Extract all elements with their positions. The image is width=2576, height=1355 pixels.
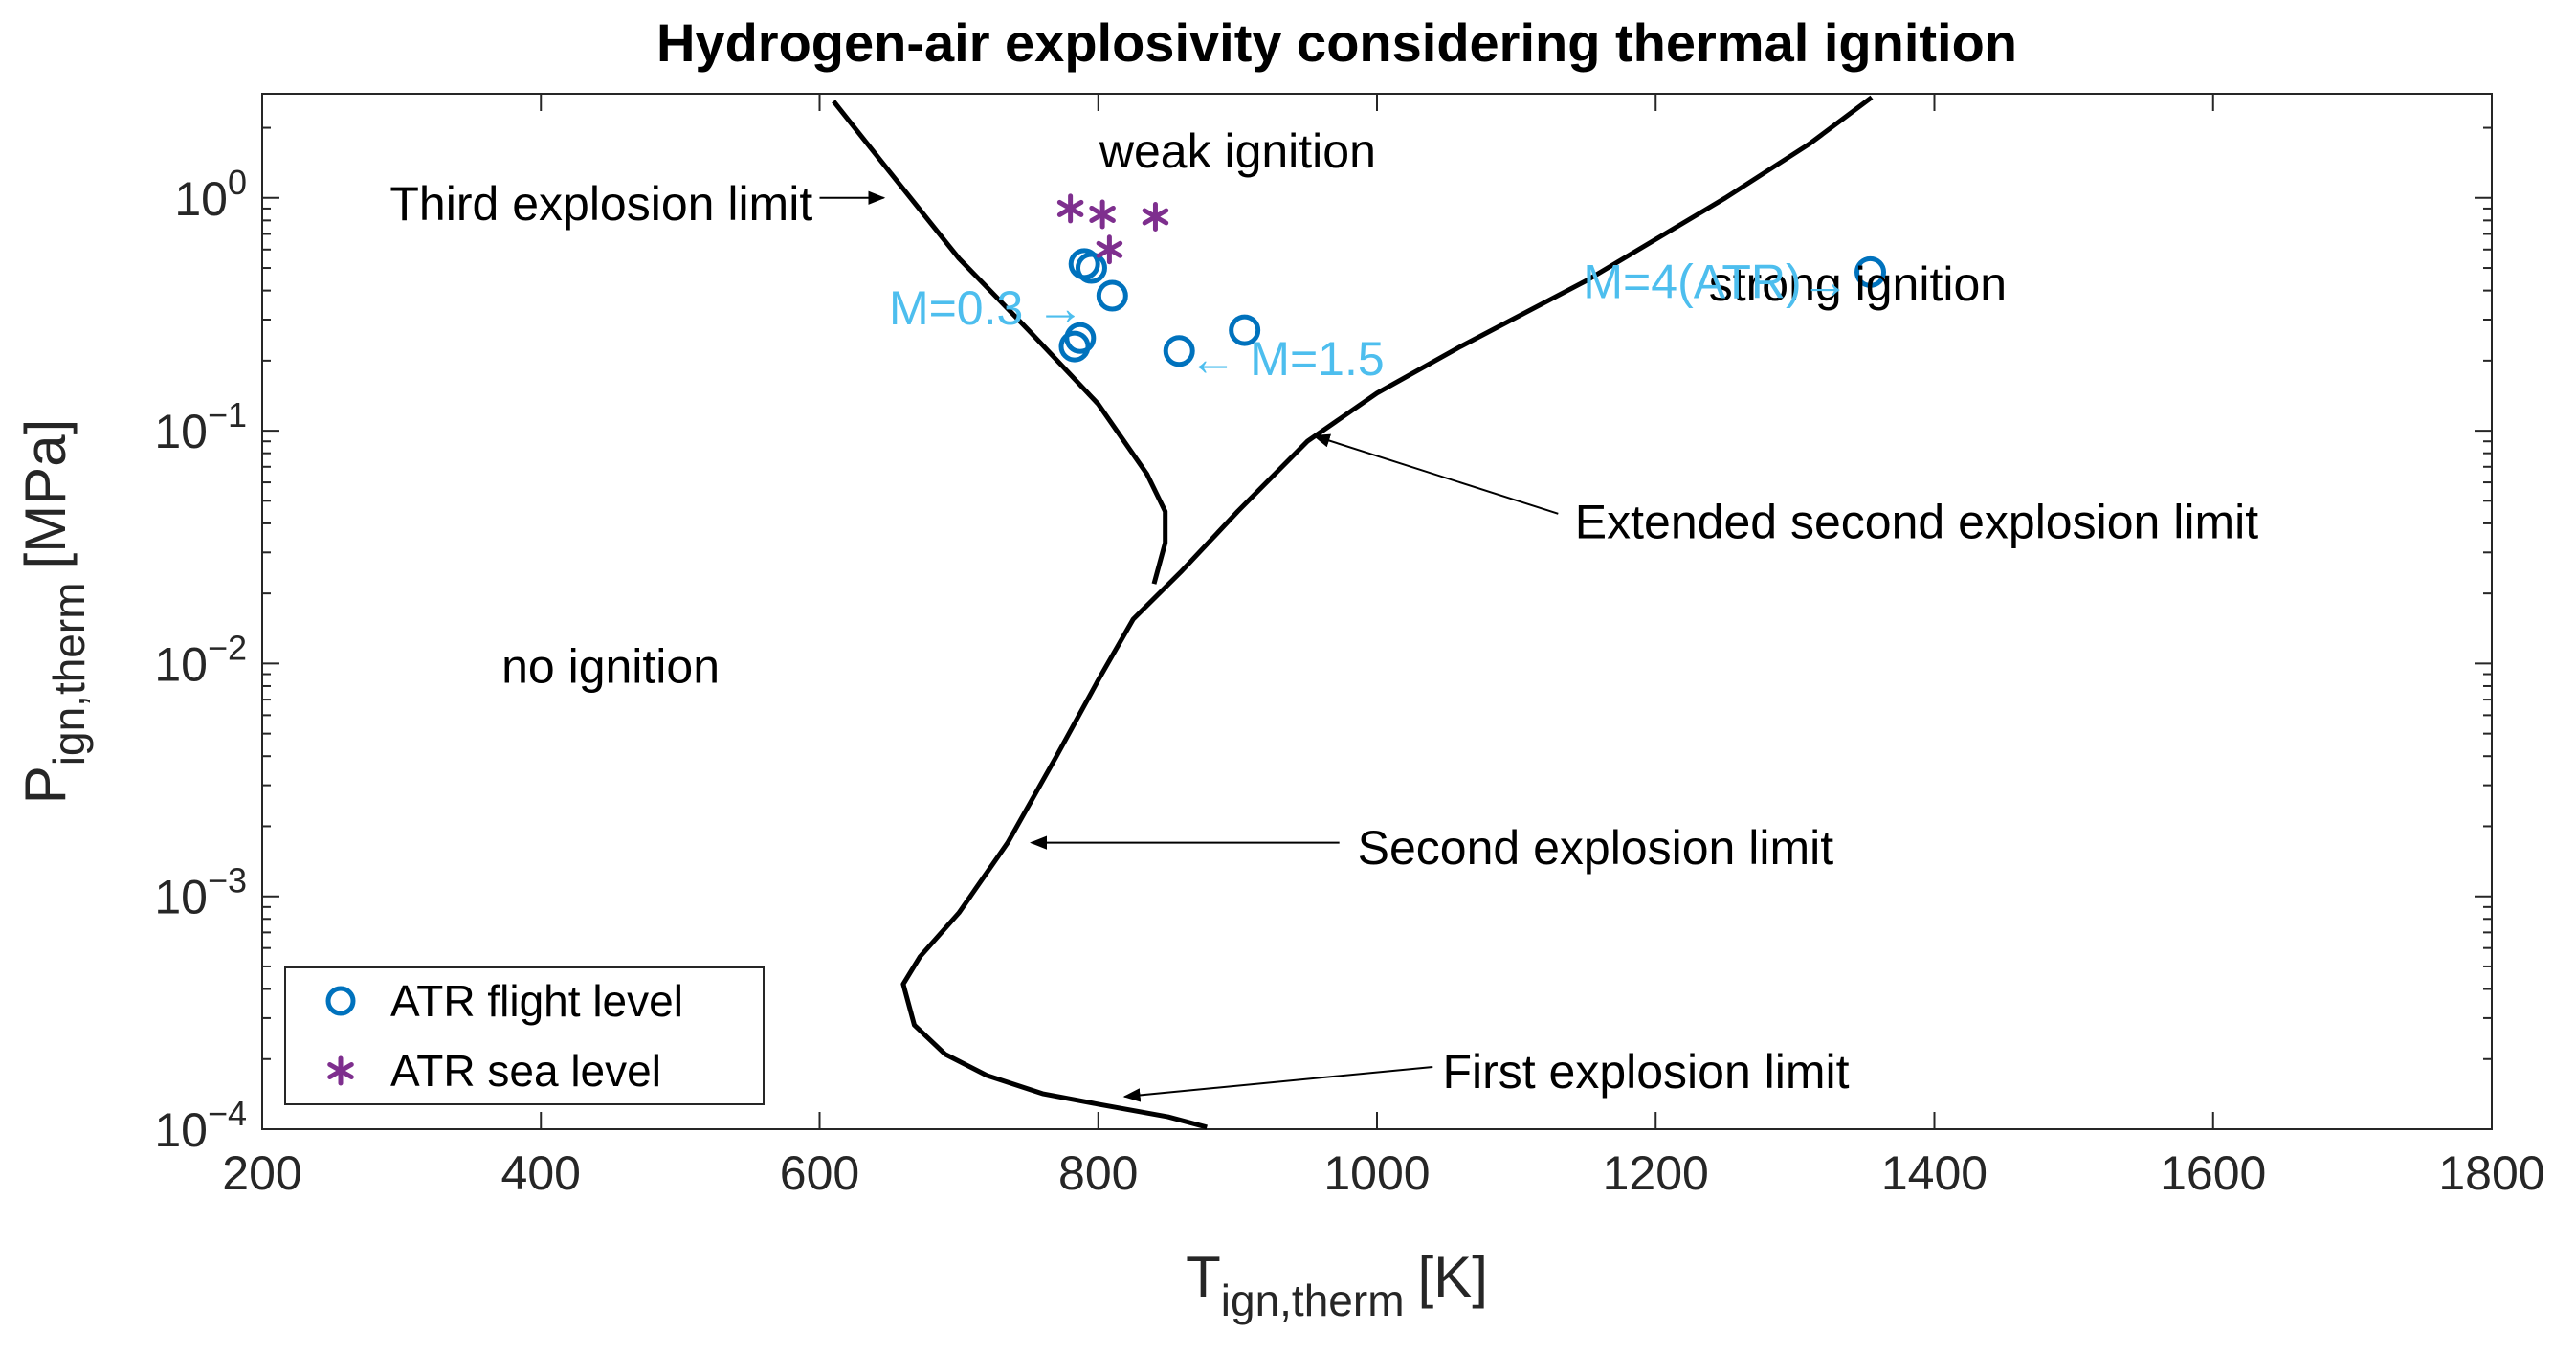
legend-box — [284, 966, 765, 1105]
y-tick-label-exponent: −1 — [208, 395, 247, 434]
x-axis-label-main: T — [1186, 1245, 1221, 1309]
annotation-label: ← M=1.5 — [1188, 332, 1384, 386]
sea-level-asterisk-marker — [1096, 234, 1123, 265]
y-axis-label-subscript: ign,therm — [44, 582, 94, 766]
annotation-arrow — [1312, 433, 1559, 515]
region-label: strong ignition — [1709, 257, 2007, 311]
y-tick-label-exponent: −3 — [208, 861, 247, 900]
x-tick-label: 600 — [780, 1146, 859, 1200]
y-axis-label: Pign,therm [MPa] — [13, 419, 94, 805]
x-tick-label: 1000 — [1323, 1146, 1430, 1200]
y-tick-label: 10−2 — [154, 628, 247, 691]
x-axis-label: Tign,therm [K] — [1186, 1245, 1488, 1325]
x-axis-label-unit: [K] — [1418, 1245, 1488, 1309]
annotation-labels: Third explosion limit Extended second exp… — [389, 177, 2258, 1099]
y-tick-label: 10−1 — [154, 395, 247, 458]
annotation-label: M=4(ATR)→ — [1583, 255, 1849, 309]
annotation-label: Second explosion limit — [1358, 821, 1834, 875]
x-tick-label: 1600 — [2160, 1146, 2266, 1200]
legend-label-sea-level: ATR sea level — [390, 1046, 661, 1096]
annotation-label: Extended second explosion limit — [1575, 495, 2258, 548]
legend-label-flight-level: ATR flight level — [390, 976, 683, 1026]
x-tick-label: 1800 — [2438, 1146, 2544, 1200]
x-tick-label: 400 — [501, 1146, 581, 1200]
y-axis-label-unit: [MPa] — [13, 419, 78, 569]
plot-area — [261, 93, 2493, 1130]
annotation-arrow — [1122, 1066, 1433, 1102]
y-tick-label: 10−4 — [154, 1094, 247, 1157]
flight-level-circle-marker — [1854, 255, 1887, 288]
y-tick-label-base: 10 — [154, 637, 208, 691]
y-tick-label-base: 10 — [154, 405, 208, 458]
flight-level-circle-marker — [1064, 322, 1097, 354]
chart-title: Hydrogen-air explosivity considering the… — [656, 12, 2017, 73]
annotation-arrows — [819, 190, 1559, 1102]
sea-level-asterisk-marker — [1142, 201, 1169, 232]
x-axis-label-subscript: ign,therm — [1221, 1276, 1405, 1325]
flight-level-circle-marker — [1075, 252, 1107, 284]
x-tick-label: 800 — [1058, 1146, 1138, 1200]
legend-circle-marker — [325, 986, 356, 1016]
y-tick-label-base: 10 — [174, 172, 228, 226]
region-labels: weak ignition strong ignition no ignition — [501, 124, 2007, 693]
annotation-label: M=0.3 → — [889, 281, 1084, 335]
legend-asterisk-marker — [327, 1055, 354, 1086]
y-tick-label: 10−3 — [154, 861, 247, 924]
flight-level-circle-marker — [1229, 314, 1261, 346]
x-tick-label: 1200 — [1603, 1146, 1709, 1200]
y-tick-label-base: 10 — [154, 1103, 208, 1157]
flight-level-circle-marker — [1163, 335, 1195, 367]
region-label: no ignition — [501, 640, 720, 694]
annotation-label: Third explosion limit — [389, 177, 812, 231]
flight-level-circle-marker — [1096, 279, 1128, 312]
y-tick-label-exponent: −2 — [208, 628, 247, 667]
explosion-limit-curves — [832, 95, 1874, 1130]
sea-level-asterisk-marker — [1056, 193, 1084, 224]
legend: ATR flight level ATR sea level — [284, 966, 765, 1105]
sea-level-asterisk-marker — [1089, 199, 1116, 230]
y-tick-label-exponent: −4 — [208, 1094, 247, 1133]
y-tick-label-base: 10 — [154, 871, 208, 924]
x-tick-label: 1400 — [1881, 1146, 1988, 1200]
y-axis-label-main: P — [13, 766, 78, 804]
region-label: weak ignition — [1099, 124, 1376, 178]
y-tick-label-exponent: 0 — [228, 163, 247, 202]
y-tick-label: 100 — [174, 163, 247, 226]
annotation-label: First explosion limit — [1442, 1045, 1849, 1099]
x-axis-ticks: 200 400 600 800 1000 1200 1400 1600 1800 — [222, 94, 2545, 1200]
data-markers — [1056, 193, 1887, 367]
third-explosion-limit-curve — [832, 100, 1168, 585]
x-tick-label: 200 — [222, 1146, 301, 1200]
second-explosion-limit-curve — [900, 95, 1874, 1130]
